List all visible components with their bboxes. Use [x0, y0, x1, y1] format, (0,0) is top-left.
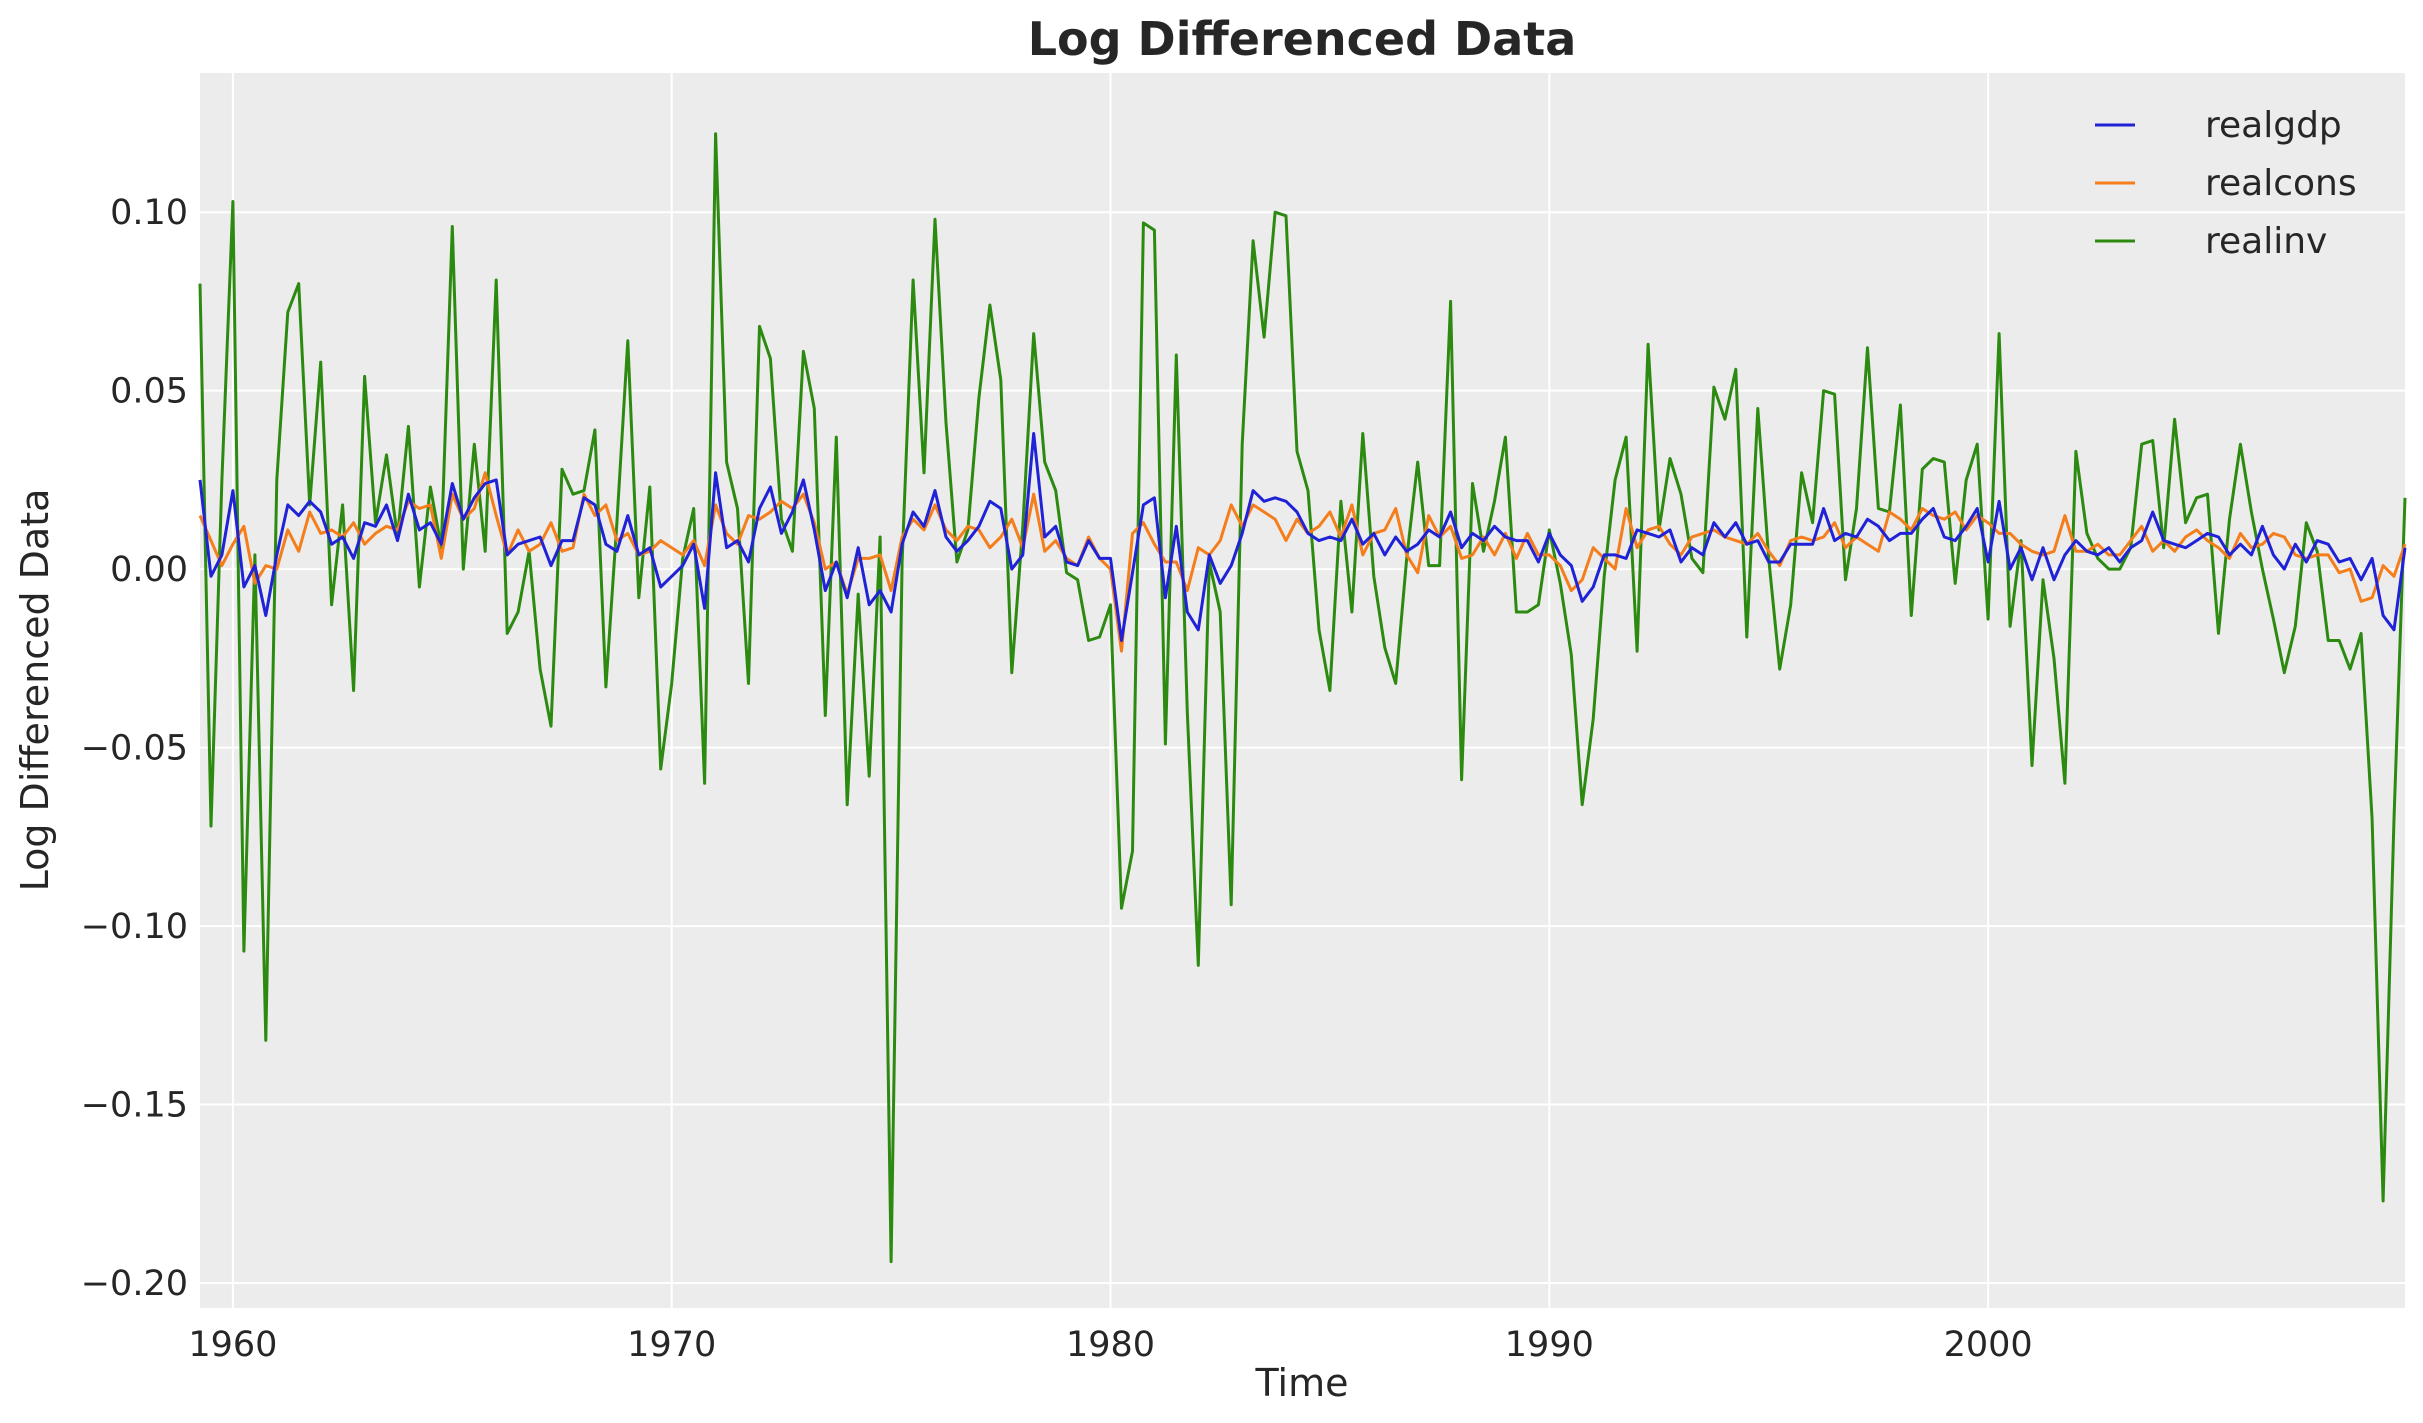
y-tick-label: −0.20: [81, 1264, 188, 1304]
legend-label-realgdp: realgdp: [2205, 105, 2342, 146]
y-tick-label: −0.05: [81, 729, 188, 769]
y-tick-labels: 0.10 0.05 0.00 −0.05 −0.10 −0.15 −0.20: [81, 193, 188, 1304]
x-tick-label: 1990: [1505, 1325, 1594, 1365]
x-tick-label: 1960: [188, 1325, 277, 1365]
series-line-realinv: [198, 132, 2407, 1264]
x-tick-label: 2000: [1944, 1325, 2033, 1365]
series-lines: [198, 132, 2407, 1264]
y-tick-label: −0.15: [81, 1086, 188, 1126]
chart-title: Log Differenced Data: [1028, 12, 1577, 66]
x-tick-label: 1970: [627, 1325, 716, 1365]
x-tick-labels: 1960 1970 1980 1990 2000: [188, 1325, 2032, 1365]
x-axis-label: Time: [1255, 1361, 1349, 1405]
y-tick-label: 0.10: [110, 193, 188, 233]
x-tick-label: 1980: [1066, 1325, 1155, 1365]
legend: realgdp realcons realinv: [2095, 105, 2357, 262]
series-line-realcons: [198, 471, 2407, 653]
y-tick-label: 0.05: [110, 372, 188, 412]
grid: [200, 73, 2405, 1308]
y-tick-label: −0.10: [81, 907, 188, 947]
series-line-realgdp: [198, 432, 2407, 642]
plot-background: [200, 73, 2405, 1308]
y-axis-label: Log Differenced Data: [13, 489, 57, 892]
legend-label-realinv: realinv: [2205, 221, 2327, 262]
legend-label-realcons: realcons: [2205, 163, 2357, 204]
y-tick-label: 0.00: [110, 550, 188, 590]
